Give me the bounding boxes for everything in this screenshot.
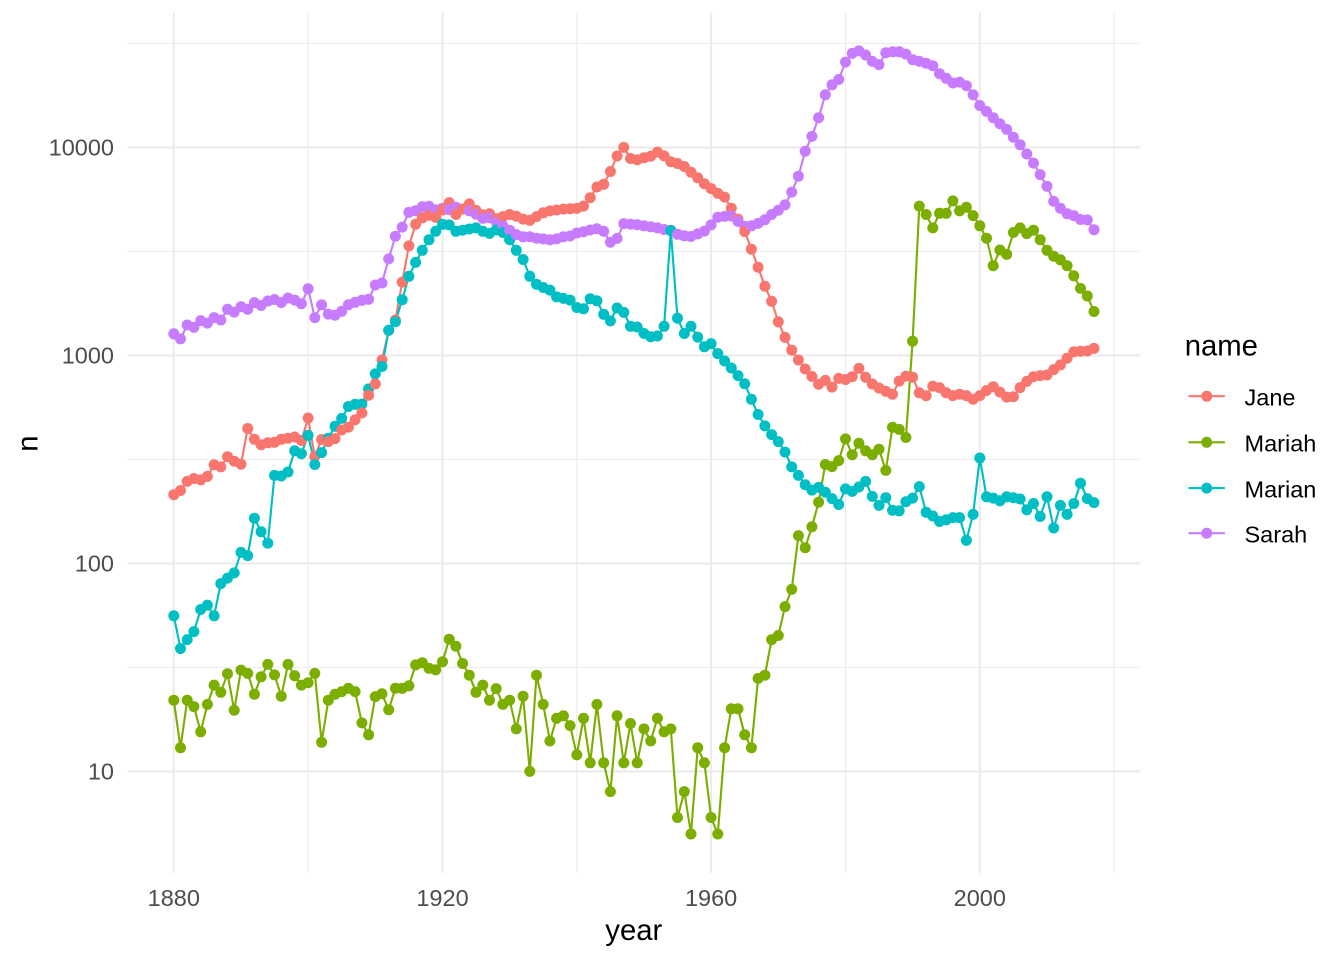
svg-text:Sarah: Sarah — [1245, 522, 1308, 548]
svg-text:name: name — [1185, 330, 1258, 363]
svg-text:10: 10 — [88, 759, 114, 785]
svg-text:1880: 1880 — [148, 885, 200, 911]
svg-text:Marian: Marian — [1245, 477, 1317, 503]
svg-text:10000: 10000 — [49, 135, 114, 161]
svg-text:year: year — [605, 914, 662, 947]
svg-text:2000: 2000 — [954, 885, 1006, 911]
svg-text:100: 100 — [75, 551, 114, 577]
svg-text:Jane: Jane — [1245, 385, 1296, 411]
svg-text:Mariah: Mariah — [1245, 431, 1317, 457]
svg-text:1960: 1960 — [685, 885, 737, 911]
svg-text:1000: 1000 — [62, 343, 114, 369]
svg-text:n: n — [12, 435, 45, 451]
svg-text:1920: 1920 — [416, 885, 468, 911]
